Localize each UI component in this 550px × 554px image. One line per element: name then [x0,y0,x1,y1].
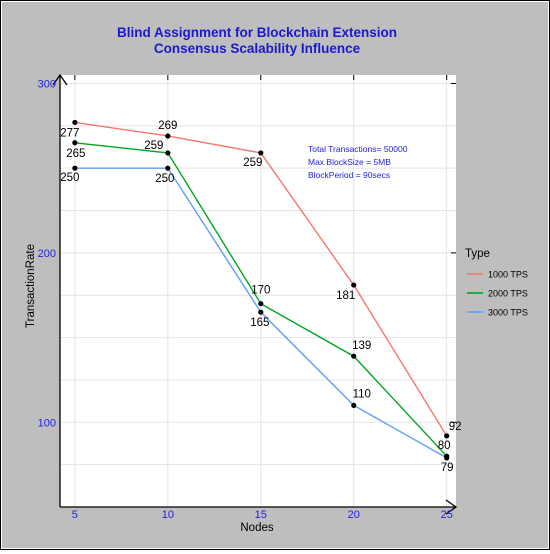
point-s0-0 [72,119,78,126]
point-s0-3 [351,282,357,288]
data-label-s1-1: 259 [144,140,163,152]
point-s1-0 [72,140,78,146]
data-label-s0-4: 92 [449,421,462,433]
y-axis-label: TransactionRate [25,244,37,328]
x-tick-label-2: 15 [255,509,267,521]
legend-label-2: 3000 TPS [488,308,528,318]
x-tick-label-4: 25 [441,509,453,521]
y-tick-label-2: 300 [38,78,56,90]
annotation-block-period: BlockPeriod = 90secs [308,170,390,180]
plot-panel [60,75,456,507]
data-label-s2-4: 79 [441,462,454,474]
annotation-max-blocksize: Max BlockSize = 5MB [308,157,391,167]
y-axis-arrowhead [52,73,68,86]
point-s0-4 [444,433,450,439]
data-points [72,119,450,461]
panel-tick-marks [74,75,456,423]
y-tick-label-0: 100 [38,417,56,429]
x-axis-label: Nodes [240,522,273,534]
data-label-s1-2: 170 [251,285,270,297]
data-label-s1-3: 139 [352,340,371,352]
point-s2-4 [444,455,450,461]
chart-title-line-2: Consensus Scalability Influence [154,41,361,56]
data-label-s1-0: 265 [66,148,85,160]
x-tick-label-0: 5 [72,509,78,521]
legend: Type 1000 TPS 2000 TPS 3000 TPS [465,248,528,318]
legend-title: Type [465,248,490,260]
x-axis-arrowhead [445,499,458,515]
data-label-s2-1: 250 [155,173,174,185]
data-label-s0-1: 269 [158,120,177,132]
data-label-s2-2: 165 [250,317,269,329]
point-s2-0 [72,165,78,171]
annotation-total-transactions: Total Transactions= 50000 [308,144,408,154]
point-s2-1 [165,165,171,171]
point-s2-2 [258,309,264,315]
data-label-s0-3: 181 [336,290,355,302]
data-label-s0-0: 277 [60,127,79,139]
point-s2-3 [351,402,357,408]
point-s1-3 [351,353,357,359]
chart-title-line-1: Blind Assignment for Blockchain Extensio… [117,25,397,40]
y-tick-labels: 100 200 300 [38,78,56,429]
point-s0-2 [258,150,264,156]
axes [52,73,458,515]
data-labels: 277 269 259 181 92 265 259 170 139 80 250 250 165 110… [60,120,461,474]
x-tick-labels: 5 10 15 20 25 [72,509,453,521]
x-tick-label-3: 20 [348,509,360,521]
data-label-s0-2: 259 [243,157,262,169]
data-label-s2-3: 110 [353,388,371,400]
point-s0-1 [165,133,171,139]
y-tick-label-1: 200 [38,248,56,260]
data-label-s1-4: 80 [438,440,451,452]
x-tick-label-1: 10 [162,509,174,521]
legend-label-1: 2000 TPS [488,289,528,299]
legend-label-0: 1000 TPS [488,270,528,280]
data-label-s2-0: 250 [60,172,79,184]
point-s1-2 [258,301,264,307]
point-s1-1 [165,150,171,156]
